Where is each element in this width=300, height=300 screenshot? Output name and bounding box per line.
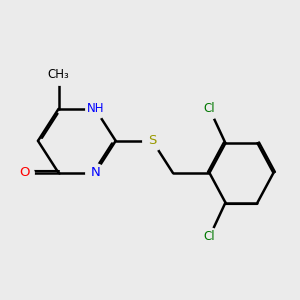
Text: CH₃: CH₃ [48, 68, 69, 81]
Text: N: N [90, 167, 100, 179]
Text: NH: NH [86, 102, 104, 115]
Text: S: S [148, 134, 157, 147]
Text: Cl: Cl [204, 230, 215, 243]
Text: Cl: Cl [204, 102, 215, 115]
Text: O: O [19, 167, 29, 179]
